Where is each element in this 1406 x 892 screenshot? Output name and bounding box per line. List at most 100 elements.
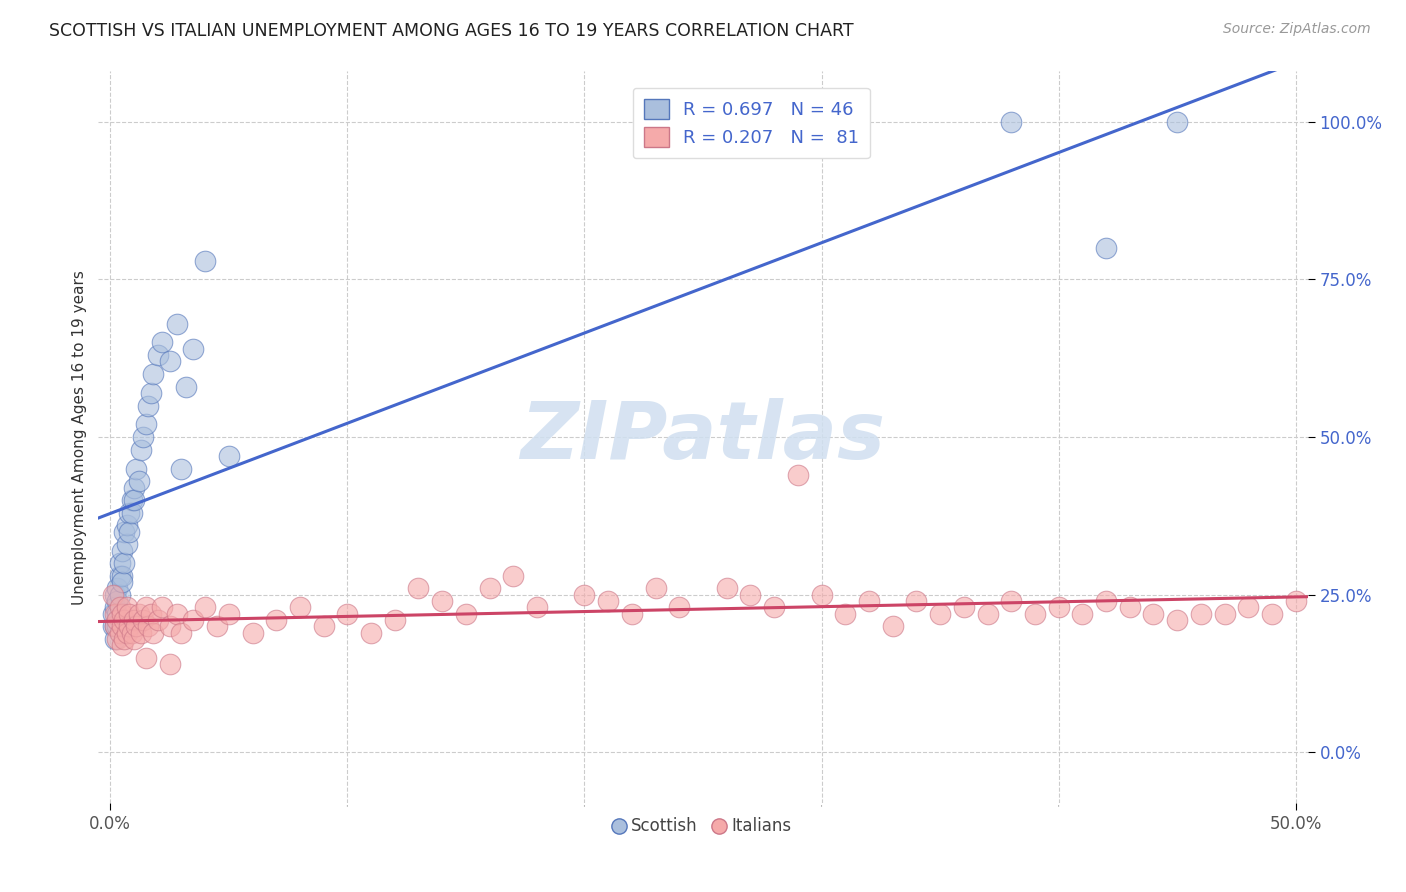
Point [139,386,162,401]
Point [101,607,124,621]
Point [1237,600,1260,615]
Point [1285,594,1308,608]
Point [716,582,738,596]
Point [174,379,197,393]
Point [129,625,152,640]
Point [1047,600,1070,615]
Point [763,600,786,615]
Point [408,582,430,596]
Point [786,467,808,482]
Point [181,342,204,356]
Point [108,556,131,570]
Text: Source: ZipAtlas.com: Source: ZipAtlas.com [1223,22,1371,37]
Point [104,632,127,646]
Point [159,657,181,671]
Point [101,588,124,602]
Point [105,582,128,596]
Point [121,625,143,640]
Point [128,474,150,488]
Point [115,518,138,533]
Point [1119,600,1142,615]
Point [152,600,174,615]
Point [146,348,169,362]
Point [111,619,134,633]
Point [115,625,138,640]
Point [139,607,162,621]
Point [312,619,335,633]
Point [1071,607,1094,621]
Point [152,335,174,350]
Point [218,449,240,463]
Point [166,607,188,621]
Point [264,613,287,627]
Point [360,625,382,640]
Point [1166,613,1188,627]
Point [166,317,188,331]
Point [108,625,131,640]
Point [135,650,157,665]
Point [111,575,134,590]
Point [114,524,136,539]
Point [502,569,524,583]
Point [620,607,643,621]
Point [128,607,150,621]
Point [384,613,406,627]
Point [105,594,128,608]
Point [121,493,143,508]
Point [929,607,952,621]
Point [142,625,165,640]
Point [111,569,134,583]
Point [810,588,832,602]
Point [136,399,159,413]
Point [142,367,165,381]
Point [129,442,152,457]
Text: ZIPatlas: ZIPatlas [520,398,886,476]
Point [1166,115,1188,129]
Point [114,556,136,570]
Point [598,594,620,608]
Point [135,417,157,432]
Point [125,619,148,633]
Point [114,613,136,627]
Point [122,613,145,627]
Point [1095,594,1118,608]
Point [526,600,548,615]
Legend: Scottish, Italians: Scottish, Italians [607,811,799,842]
Point [1095,241,1118,255]
Point [105,632,128,646]
Point [1000,594,1022,608]
Point [104,588,127,602]
Point [146,613,169,627]
Point [905,594,928,608]
Point [1024,607,1046,621]
Y-axis label: Unemployment Among Ages 16 to 19 years: Unemployment Among Ages 16 to 19 years [72,269,87,605]
Point [122,493,145,508]
Point [118,619,141,633]
Point [574,588,596,602]
Point [242,625,264,640]
Point [194,253,217,268]
Point [108,600,131,615]
Point [122,632,145,646]
Point [194,600,217,615]
Point [105,613,128,627]
Point [218,607,240,621]
Point [159,619,181,633]
Point [740,588,762,602]
Point [976,607,998,621]
Point [104,600,127,615]
Point [104,619,127,633]
Point [1261,607,1284,621]
Point [205,619,228,633]
Point [644,582,666,596]
Point [336,607,359,621]
Point [121,506,143,520]
Point [125,461,148,475]
Point [118,607,141,621]
Point [135,600,157,615]
Point [882,619,904,633]
Point [115,600,138,615]
Point [108,588,131,602]
Point [159,354,181,368]
Point [668,600,690,615]
